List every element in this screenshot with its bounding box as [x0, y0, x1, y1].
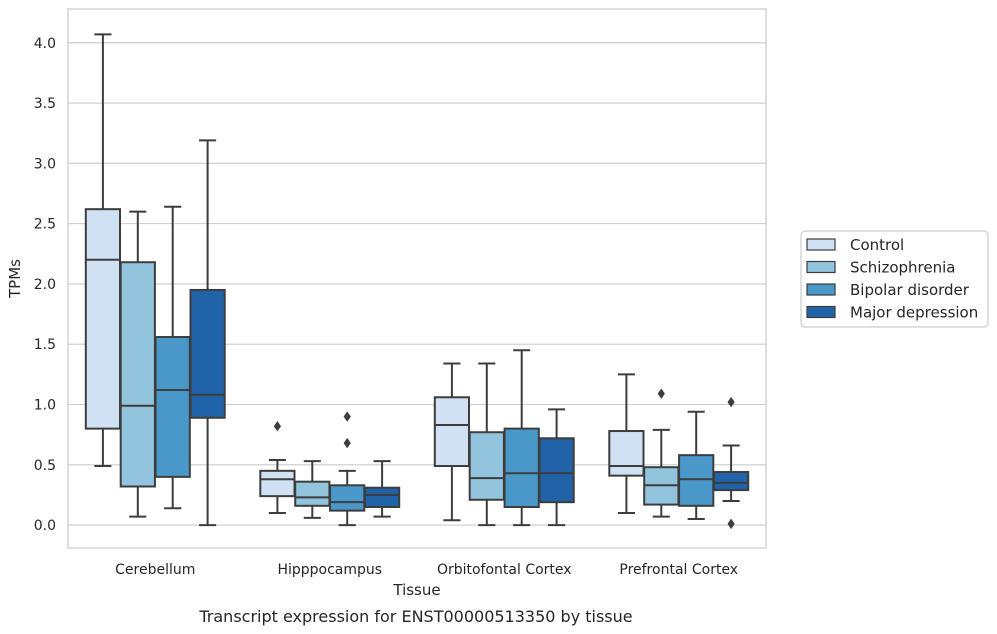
x-tick-labels: Cerebellum Hipppocampus Orbitofontal Corte… — [115, 562, 738, 578]
box-iqr — [84, 208, 122, 430]
y-tick-label: 4.0 — [34, 36, 56, 52]
legend-label: Major depression — [850, 304, 978, 322]
legend-swatch — [806, 238, 836, 251]
y-tick-label: 2.5 — [34, 217, 56, 233]
box-control — [608, 373, 645, 515]
legend-label: Bipolar disorder — [850, 281, 970, 299]
box-iqr — [678, 454, 715, 507]
outlier-point — [343, 437, 351, 449]
box-control — [433, 362, 471, 522]
x-tick-label: Cerebellum — [115, 562, 195, 578]
box-schizophrenia — [294, 460, 331, 519]
box-iqr — [294, 480, 331, 507]
box-iqr — [189, 288, 226, 419]
y-tick-labels: 0.0 0.5 1.0 1.5 2.0 2.5 3.0 3.5 4.0 — [34, 36, 56, 534]
box-major-depression — [363, 460, 401, 518]
y-tick-label: 1.0 — [34, 398, 56, 414]
y-tick-label: 3.0 — [34, 156, 56, 172]
box-iqr — [259, 469, 296, 498]
box-iqr — [538, 437, 575, 504]
outlier-point — [343, 411, 351, 422]
x-tick-label: Hipppocampus — [277, 562, 382, 578]
legend-label: Schizophrenia — [850, 259, 955, 277]
x-tick-label: Orbitofontal Cortex — [437, 562, 572, 578]
box-control — [84, 33, 122, 468]
box-schizophrenia — [119, 210, 156, 518]
box-iqr — [503, 427, 540, 509]
box-iqr — [154, 335, 191, 478]
y-tick-label: 0.5 — [34, 458, 56, 474]
legend-swatch — [806, 260, 836, 274]
box-major-depression — [712, 396, 750, 530]
box-series — [84, 33, 750, 530]
box-iqr — [712, 471, 750, 492]
box-bipolar-disorder — [678, 410, 715, 521]
y-axis-label: TPMs — [6, 259, 24, 299]
outlier-point — [657, 388, 665, 399]
legend-label: Control — [850, 236, 904, 254]
box-iqr — [468, 431, 505, 501]
outlier-point — [727, 518, 735, 530]
x-tick-label: Prefrontal Cortex — [619, 562, 738, 578]
box-schizophrenia — [643, 388, 680, 518]
legend-swatch — [806, 283, 836, 296]
legend: Control Schizophrenia Bipolar disorder Majo… — [800, 230, 989, 328]
y-tick-label: 2.0 — [34, 277, 56, 293]
box-iqr — [363, 486, 401, 509]
x-axis-label: Tissue — [392, 581, 440, 599]
box-iqr — [608, 430, 645, 477]
box-iqr — [119, 261, 156, 488]
chart-caption: Transcript expression for ENST0000051335… — [198, 607, 632, 626]
y-tick-label: 1.5 — [34, 337, 56, 353]
y-tick-label: 0.0 — [34, 518, 56, 534]
outlier-point — [273, 421, 281, 432]
box-major-depression — [189, 139, 226, 527]
plot-frame — [67, 8, 767, 549]
box-iqr — [329, 484, 366, 512]
box-major-depression — [538, 408, 575, 527]
box-iqr — [433, 396, 471, 468]
box-bipolar-disorder — [503, 349, 540, 527]
box-bipolar-disorder — [329, 411, 366, 527]
legend-frame — [800, 230, 989, 328]
box-schizophrenia — [468, 362, 505, 527]
outlier-point — [727, 396, 735, 408]
legend-swatch — [806, 305, 836, 319]
y-tick-label: 3.5 — [34, 96, 56, 112]
